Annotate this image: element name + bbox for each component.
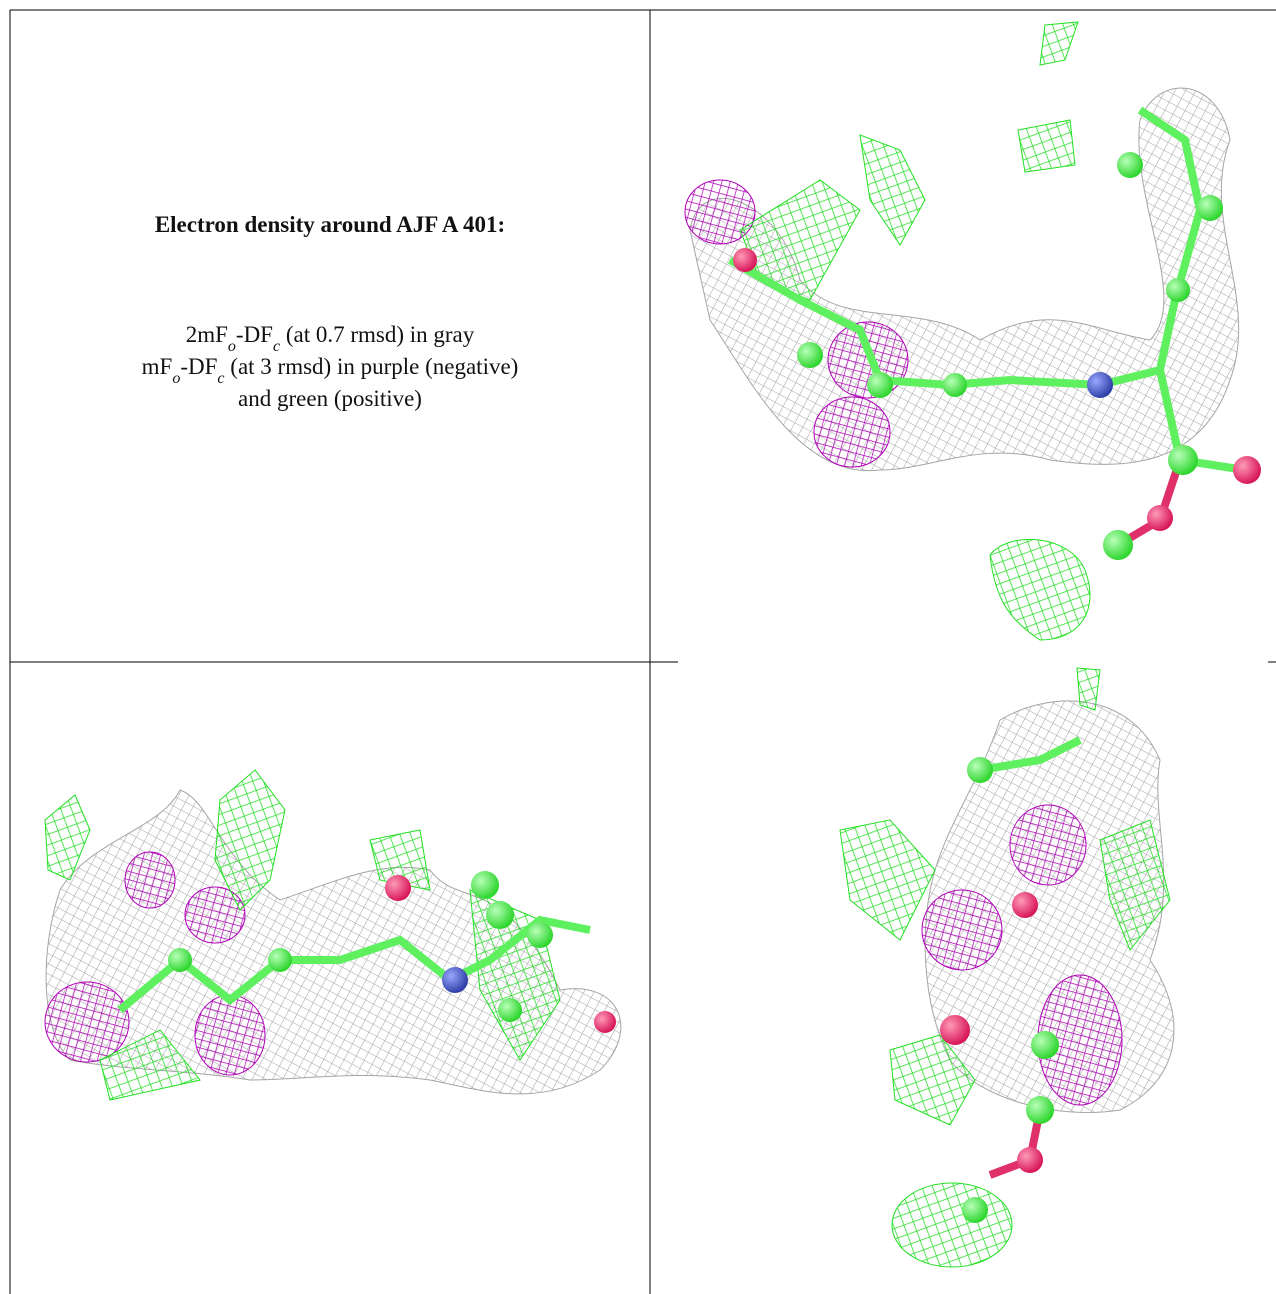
legend-text: (at 3 rmsd) in purple (negative)	[225, 354, 519, 379]
subscript: c	[217, 370, 224, 387]
ligand-bonds	[1115, 458, 1184, 549]
purple-mesh	[184, 886, 246, 944]
green-mesh	[859, 134, 926, 246]
green-mesh	[989, 538, 1091, 641]
atoms	[940, 757, 1059, 1223]
legend-text: -DF	[180, 354, 217, 379]
density-view-1	[684, 21, 1261, 641]
figure-title: Electron density around AJF A 401:	[155, 212, 505, 237]
purple-mesh	[194, 994, 266, 1076]
green-mesh	[1099, 819, 1171, 951]
subscript: o	[172, 370, 180, 387]
purple-mesh	[813, 396, 891, 468]
green-mesh	[1076, 667, 1101, 711]
green-mesh	[889, 1034, 976, 1126]
green-mesh	[369, 829, 431, 891]
legend-text: (at 0.7 rmsd) in gray	[280, 322, 475, 347]
purple-mesh	[921, 889, 1003, 971]
green-mesh	[891, 1182, 1013, 1268]
ligand-bonds	[117, 915, 591, 1014]
purple-mesh	[44, 981, 130, 1063]
legend-text: mF	[142, 354, 173, 379]
subscript: o	[228, 338, 236, 355]
purple-mesh	[684, 179, 756, 245]
legend-line: mFo-DFc (at 3 rmsd) in purple (negative)	[142, 354, 519, 387]
subscript: c	[273, 338, 280, 355]
green-mesh	[1017, 119, 1076, 173]
green-mesh	[214, 769, 286, 911]
atoms	[733, 152, 1261, 560]
density-view-3	[839, 667, 1175, 1268]
ligand-bonds	[728, 106, 1205, 390]
legend-text: -DF	[236, 322, 273, 347]
purple-mesh	[1009, 804, 1087, 886]
green-mesh	[99, 1029, 201, 1101]
green-mesh	[44, 794, 91, 881]
atoms	[168, 871, 616, 1033]
green-mesh	[1039, 21, 1079, 66]
density-view-2	[44, 769, 622, 1101]
ligand-bonds	[979, 736, 1082, 774]
green-mesh	[839, 819, 936, 941]
table-frame	[9, 9, 1276, 1294]
legend-line: 2mFo-DFc (at 0.7 rmsd) in gray	[186, 322, 475, 355]
legend-text: 2mF	[186, 322, 228, 347]
legend-line: and green (positive)	[238, 386, 422, 411]
legend-text: and green (positive)	[238, 386, 422, 411]
purple-mesh	[124, 851, 176, 909]
